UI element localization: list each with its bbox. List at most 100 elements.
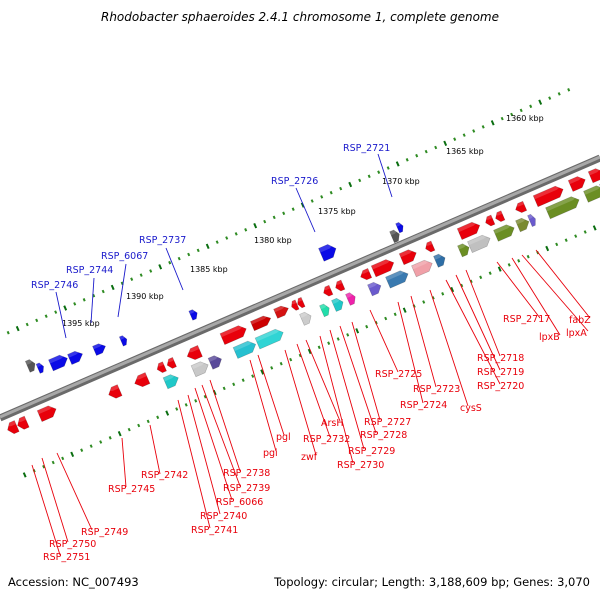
label-leader — [284, 349, 317, 456]
kbp-label: 1365 kbp — [446, 147, 484, 156]
topology-text: Topology: circular; Length: 3,188,609 bp… — [274, 575, 590, 589]
gene-label: RSP_2750 — [49, 539, 96, 550]
gene-arrow-red — [155, 361, 167, 373]
scale-tick — [567, 88, 571, 92]
scale-tick — [462, 133, 466, 137]
gene-label: lpxB — [539, 332, 560, 343]
scale-tick — [574, 234, 578, 238]
backbone-highlight — [0, 155, 600, 419]
scale-tick — [510, 112, 514, 117]
label-leader — [257, 354, 285, 436]
gene-label: RSP_2727 — [364, 417, 411, 428]
scale-tick — [348, 181, 353, 188]
scale-tick — [500, 116, 504, 121]
gene-arrow-blue — [92, 342, 106, 356]
gene-block — [345, 292, 356, 306]
kbp-label: 1370 kbp — [382, 177, 420, 186]
gene-label: RSP_2718 — [477, 353, 524, 364]
scale-tick — [253, 223, 258, 229]
gene-label: RSP_2729 — [348, 446, 395, 457]
gene-label: pgl — [276, 432, 291, 443]
gene-label: RSP_2742 — [141, 470, 188, 481]
label-leader — [445, 279, 501, 385]
scale-tick — [564, 238, 568, 242]
gene-arrow-red — [133, 372, 151, 388]
scale-tick — [507, 263, 511, 267]
scale-tick — [592, 225, 597, 231]
gene-label: RSP_2749 — [81, 527, 128, 538]
label-leader — [249, 359, 277, 452]
gene-block — [433, 253, 446, 268]
scale-tick — [291, 207, 295, 211]
scale-tick — [307, 348, 312, 355]
scale-tick — [289, 357, 293, 362]
scale-tick — [260, 369, 265, 375]
label-leader — [521, 254, 589, 332]
scale-tick — [395, 161, 400, 167]
scale-tick — [158, 264, 163, 270]
gene-label: RSP_2725 — [375, 369, 422, 380]
scale-tick — [22, 472, 27, 478]
scale-tick — [80, 448, 84, 452]
label-leader — [295, 187, 316, 233]
scale-tick — [272, 215, 276, 220]
scale-tick — [490, 120, 495, 126]
scale-tick — [149, 269, 153, 273]
gene-arrow-red — [36, 405, 57, 422]
gene-label: RSP_2720 — [477, 381, 524, 392]
scale-tick — [25, 322, 29, 327]
scale-tick — [42, 464, 46, 469]
scale-tick — [583, 230, 587, 234]
scale-tick — [282, 211, 286, 216]
gene-block — [411, 259, 433, 278]
gene-label: zwf — [301, 452, 318, 463]
gene-block — [457, 243, 470, 258]
gene-box-grey — [389, 229, 400, 244]
scale-tick — [367, 174, 371, 179]
gene-block — [331, 297, 344, 312]
gene-label: cysS — [460, 403, 482, 414]
label-leader — [41, 457, 69, 543]
label-leader — [369, 309, 399, 373]
scale-tick — [339, 186, 343, 191]
gene-label: RSP_2721 — [343, 143, 390, 154]
scale-line-outer — [6, 88, 571, 335]
gene-label: lpxA — [566, 328, 587, 339]
label-leader — [31, 464, 61, 556]
scale-tick — [526, 254, 530, 259]
scale-tick — [365, 324, 369, 329]
scale-tick — [44, 314, 48, 318]
label-leader — [56, 452, 93, 531]
scale-tick — [130, 277, 134, 281]
kbp-label: 1375 kbp — [318, 207, 356, 216]
scale-tick — [327, 341, 331, 345]
label-leader — [329, 329, 365, 450]
scale-tick — [355, 328, 360, 334]
label-leader — [177, 399, 211, 529]
gene-arrow-red — [514, 200, 528, 213]
label-leader — [339, 325, 377, 434]
gene-block — [545, 195, 580, 220]
scale-tick — [194, 399, 198, 403]
scale-tick — [405, 158, 409, 162]
scale-tick — [101, 289, 105, 294]
scale-tick — [215, 240, 219, 244]
gene-arrow-blue — [48, 354, 68, 372]
scale-tick — [61, 456, 65, 461]
scale-tick — [545, 245, 550, 252]
scale-tick — [538, 99, 543, 105]
label-leader — [455, 274, 501, 371]
gene-label: RSP_2737 — [139, 235, 186, 246]
gene-arrow-red — [250, 314, 272, 332]
gene-arrow-red — [456, 221, 481, 240]
gene-block — [515, 217, 530, 233]
gene-label: fabZ — [569, 315, 591, 326]
gene-label: RSP_2717 — [503, 314, 550, 325]
label-leader — [194, 387, 233, 501]
gene-label: RSP_6066 — [216, 497, 263, 508]
gene-block — [385, 269, 409, 289]
gene-block — [299, 311, 312, 326]
gene-label: RSP_2728 — [360, 430, 407, 441]
scale-tick — [54, 310, 58, 314]
scale-tick — [168, 260, 172, 265]
